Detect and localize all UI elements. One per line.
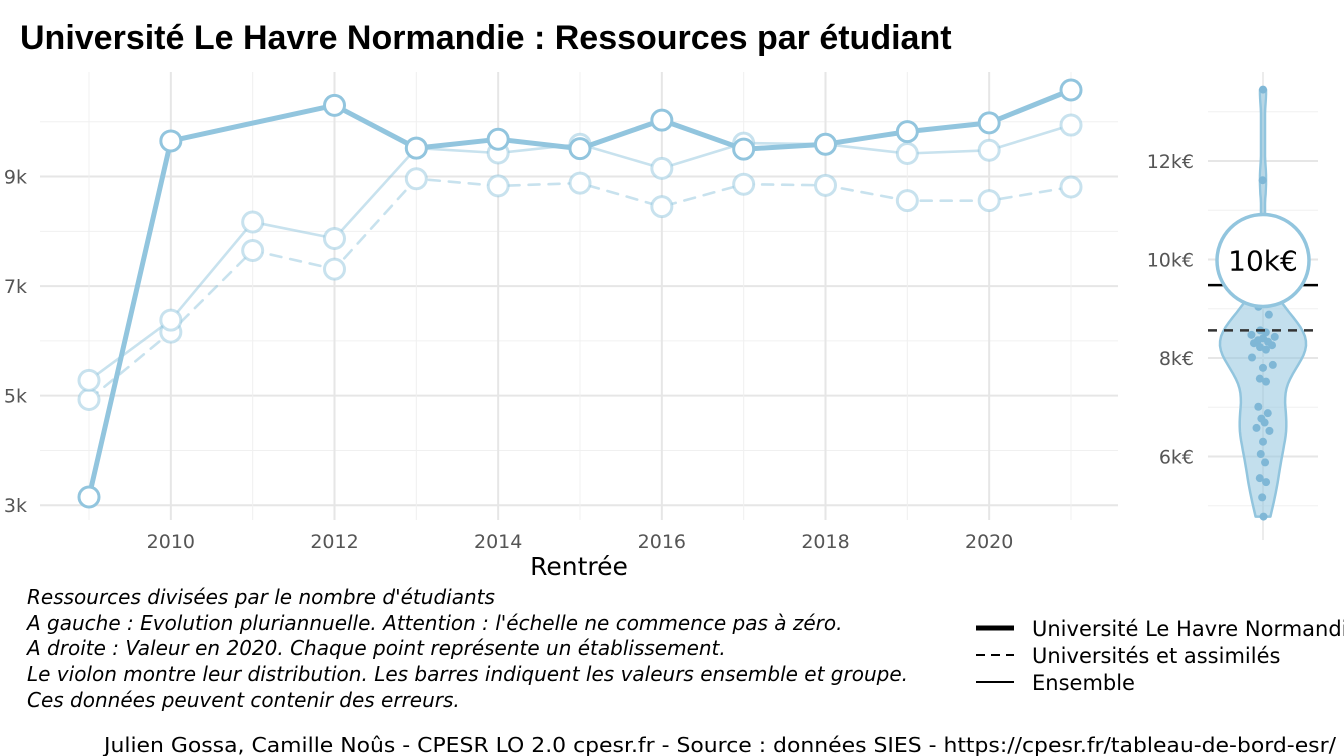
violin-point [1263,409,1272,418]
data-point [650,108,674,132]
data-point [732,172,756,196]
data-point [814,132,837,156]
violin-y-tick-label: 10k€ [1147,250,1194,272]
legend-label: Université Le Havre Normandie [1032,617,1344,641]
data-point [323,93,346,117]
violin-point [1256,450,1265,459]
violin-panel: 6k€ 8k€ 10k€ 12k€ 10k€ [1147,72,1318,540]
data-point [568,171,592,195]
legend: Université Le Havre Normandie Université… [976,617,1344,695]
data-point [895,189,919,213]
violin-point [1247,330,1256,339]
violin-y-tick-label: 12k€ [1147,151,1194,173]
x-tick-label: 2014 [474,531,522,553]
y-axis-ticks: 3k 5k 7k 9k [4,167,27,518]
violin-point [1255,474,1264,483]
violin-point [1255,374,1264,383]
x-axis-ticks: 2010 2012 2014 2016 2018 2020 [147,531,1014,553]
data-point [814,173,837,197]
data-point [895,120,919,144]
data-point [159,129,183,153]
violin-point [1259,85,1267,94]
violin-point [1254,402,1263,411]
data-point [77,485,101,509]
note-line: Ces données peuvent contenir des erreurs… [27,688,460,712]
data-point [77,368,101,392]
series-line-universite [86,87,1074,500]
data-point [77,387,101,411]
note-line: A gauche : Evolution pluriannuelle. Atte… [25,611,843,635]
violin-points [1247,85,1279,521]
data-point [323,257,346,281]
legend-label: Ensemble [1032,671,1135,695]
data-point [895,142,919,166]
evolution-series [77,78,1083,509]
violin-point [1268,360,1277,369]
violin-point [1261,345,1270,354]
note-line: Ressources divisées par le nombre d'étud… [27,585,495,609]
data-point [241,238,265,262]
note-line: Le violon montre leur distribution. Les … [27,662,908,686]
y-tick-label: 9k [4,167,27,189]
source-caption: Julien Gossa, Camille Noûs - CPESR LO 2.… [102,733,1336,756]
data-point [732,137,756,161]
violin-point [1260,418,1269,427]
violin-point [1262,377,1271,386]
data-point [1059,113,1083,137]
violin-point [1264,310,1273,319]
note-line: A droite : Valeur en 2020. Chaque point … [25,636,726,660]
violin-point [1259,363,1267,372]
evolution-gridlines [40,72,1118,520]
violin-point [1270,332,1279,341]
highlight-bubble: 10k€ [1215,212,1311,309]
violin-y-tick-label: 6k€ [1159,447,1194,469]
data-point [568,137,592,161]
legend-label: Universités et assimilés [1032,644,1280,668]
x-tick-label: 2020 [965,531,1013,553]
x-tick-label: 2010 [147,531,195,553]
violin-point [1259,512,1268,521]
violin-point [1248,353,1257,362]
data-point [650,156,674,180]
data-point [977,189,1001,213]
violin-point [1261,458,1270,467]
y-tick-label: 7k [4,276,27,298]
data-point [977,111,1001,135]
data-point [241,210,265,234]
x-tick-label: 2016 [638,531,686,553]
data-point [977,138,1001,162]
violin-point [1259,437,1267,446]
data-point [404,136,428,160]
violin-point [1258,493,1267,502]
violin-y-axis-ticks: 6k€ 8k€ 10k€ 12k€ [1147,151,1194,469]
data-point [1059,78,1083,102]
data-point [486,127,510,151]
data-point [1059,175,1083,199]
highlight-bubble-circle [1215,212,1311,309]
chart-notes: Ressources divisées par le nombre d'étud… [25,585,908,712]
violin-point [1249,339,1258,348]
data-point [650,195,674,219]
data-point [486,174,510,198]
x-tick-label: 2018 [801,531,849,553]
y-tick-label: 5k [4,386,27,408]
highlight-bubble-label: 10k€ [1228,244,1298,277]
chart-title: Université Le Havre Normandie : Ressourc… [20,19,952,57]
data-point [159,308,183,332]
violin-point [1268,341,1277,350]
violin-y-tick-label: 8k€ [1159,348,1194,370]
violin-point [1252,423,1261,432]
data-point [323,226,346,250]
y-tick-label: 3k [4,495,27,517]
violin-point [1262,478,1271,487]
violin-point [1265,426,1274,435]
x-tick-label: 2012 [310,531,358,553]
evolution-panel: 2010 2012 2014 2016 2018 2020 3k 5k 7k 9k Rentré… [4,72,1118,581]
x-axis-title: Rentrée [530,552,628,581]
violin-point [1258,176,1267,185]
data-point [404,167,428,191]
